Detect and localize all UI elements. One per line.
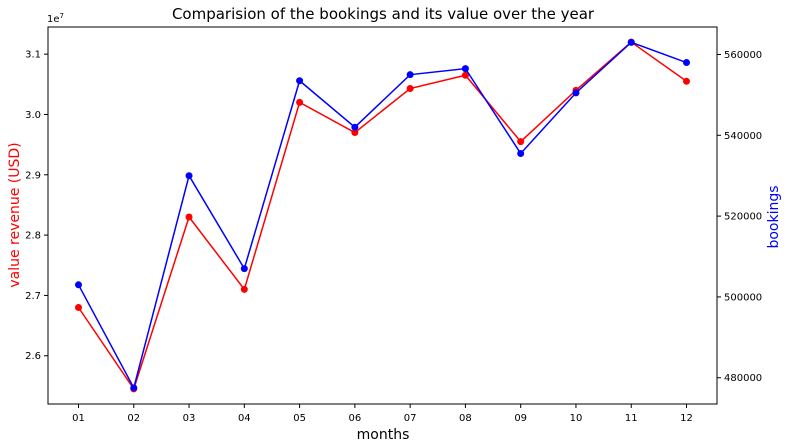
- bookings-data-point: [627, 38, 635, 46]
- x-tick-label: 02: [127, 413, 140, 424]
- bookings-data-point: [75, 281, 82, 289]
- bookings-data-point: [683, 59, 690, 67]
- left-y-tick-label: 2.8: [25, 231, 41, 242]
- revenue-data-point: [461, 71, 469, 79]
- revenue-data-point: [406, 85, 414, 93]
- x-tick-label: 01: [72, 413, 85, 424]
- series-layer: [75, 38, 690, 393]
- revenue-series-line: [77, 41, 687, 391]
- x-tick-label: 03: [183, 413, 196, 424]
- plot-area-frame: [47, 26, 718, 405]
- left-y-tick-label: 2.6: [25, 351, 41, 362]
- revenue-data-point: [683, 77, 690, 85]
- bookings-data-point: [185, 172, 193, 180]
- left-y-tick-label: 3.1: [25, 50, 41, 61]
- bookings-data-point: [517, 149, 525, 157]
- bookings-data-point: [406, 71, 414, 79]
- bookings-data-point: [461, 65, 469, 73]
- right-y-tick-label: 520000: [724, 212, 762, 223]
- left-y-tick-label: 2.7: [25, 291, 41, 302]
- x-tick-label: 12: [680, 413, 693, 424]
- right-y-tick-label: 480000: [724, 373, 762, 384]
- revenue-data-point: [240, 285, 248, 293]
- bookings-data-point: [240, 265, 248, 273]
- bookings-data-point: [130, 384, 138, 392]
- revenue-data-point: [75, 303, 82, 311]
- bookings-series-line: [77, 41, 687, 390]
- left-y-tick-label: 2.9: [25, 170, 41, 181]
- x-tick-label: 06: [348, 413, 361, 424]
- bookings-data-point: [351, 123, 359, 131]
- left-y-axis: 2.6 2.7 2.8 2.9 3.0 3.1: [25, 50, 48, 362]
- left-y-tick-label: 3.0: [25, 110, 41, 121]
- revenue-data-point: [517, 138, 525, 146]
- right-y-tick-label: 500000: [724, 292, 762, 303]
- right-y-tick-label: 560000: [724, 50, 762, 61]
- revenue-data-point: [296, 98, 304, 106]
- left-axis-title: value revenue (USD): [7, 142, 23, 287]
- bookings-data-point: [572, 89, 580, 97]
- chart-title: Comparision of the bookings and its valu…: [172, 5, 595, 23]
- x-tick-label: 11: [625, 413, 638, 424]
- x-tick-label: 09: [514, 413, 527, 424]
- x-axis-title: months: [357, 427, 410, 443]
- x-axis: 01 02 03 04 05 06 07 08 09 10 11 12: [72, 404, 693, 424]
- x-tick-label: 10: [570, 413, 583, 424]
- left-axis-offset-text: 1e7: [47, 12, 64, 25]
- revenue-data-point: [351, 129, 359, 137]
- x-tick-label: 07: [404, 413, 417, 424]
- x-tick-label: 08: [459, 413, 472, 424]
- right-y-tick-label: 540000: [724, 131, 762, 142]
- right-y-axis: 480000 500000 520000 540000 560000: [717, 50, 762, 384]
- x-tick-label: 05: [293, 413, 306, 424]
- x-tick-label: 04: [238, 413, 251, 424]
- right-axis-title: bookings: [766, 185, 782, 248]
- bookings-data-point: [296, 77, 304, 85]
- revenue-data-point: [185, 213, 193, 221]
